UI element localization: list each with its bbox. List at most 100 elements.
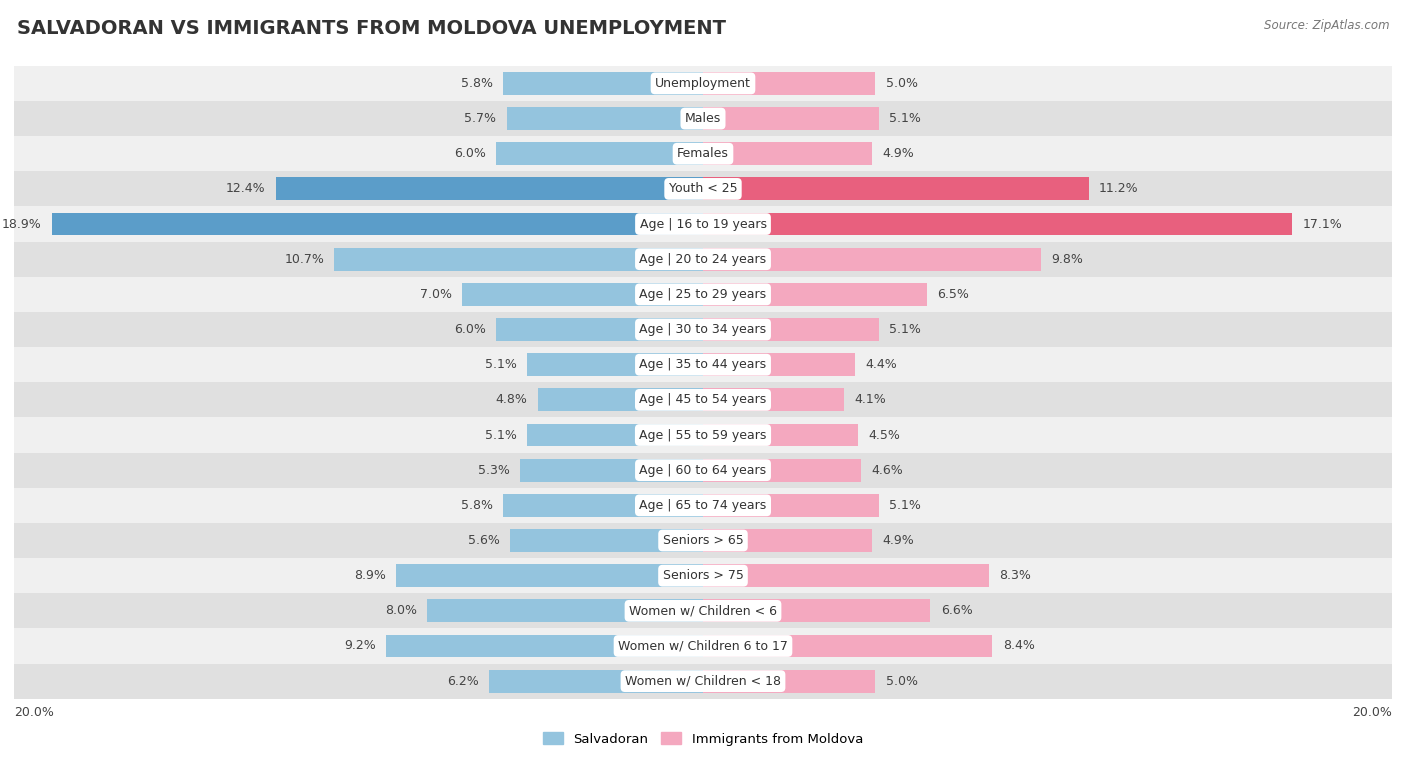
- Text: Seniors > 75: Seniors > 75: [662, 569, 744, 582]
- Bar: [527, 424, 703, 447]
- Bar: [14, 453, 1392, 488]
- Text: Age | 25 to 29 years: Age | 25 to 29 years: [640, 288, 766, 301]
- Text: 4.9%: 4.9%: [882, 148, 914, 160]
- Text: 5.8%: 5.8%: [461, 499, 494, 512]
- Text: Age | 16 to 19 years: Age | 16 to 19 years: [640, 217, 766, 231]
- Text: Age | 30 to 34 years: Age | 30 to 34 years: [640, 323, 766, 336]
- Bar: [14, 417, 1392, 453]
- Text: 5.7%: 5.7%: [464, 112, 496, 125]
- Bar: [14, 558, 1392, 593]
- Text: 5.0%: 5.0%: [886, 674, 918, 687]
- Bar: [489, 670, 703, 693]
- Text: 4.8%: 4.8%: [495, 394, 527, 407]
- Text: 5.1%: 5.1%: [889, 323, 921, 336]
- Bar: [276, 177, 703, 201]
- Bar: [14, 101, 1392, 136]
- Bar: [703, 107, 879, 130]
- Text: Age | 45 to 54 years: Age | 45 to 54 years: [640, 394, 766, 407]
- Bar: [703, 634, 993, 657]
- Text: 4.4%: 4.4%: [865, 358, 897, 371]
- Bar: [14, 207, 1392, 241]
- Text: 9.8%: 9.8%: [1050, 253, 1083, 266]
- Text: 20.0%: 20.0%: [1353, 706, 1392, 719]
- Text: 5.1%: 5.1%: [889, 499, 921, 512]
- Text: Source: ZipAtlas.com: Source: ZipAtlas.com: [1264, 19, 1389, 32]
- Text: Females: Females: [678, 148, 728, 160]
- Bar: [14, 136, 1392, 171]
- Bar: [703, 388, 844, 411]
- Text: Women w/ Children < 6: Women w/ Children < 6: [628, 604, 778, 617]
- Legend: Salvadoran, Immigrants from Moldova: Salvadoran, Immigrants from Moldova: [543, 732, 863, 746]
- Bar: [496, 318, 703, 341]
- Bar: [14, 628, 1392, 664]
- Text: 18.9%: 18.9%: [1, 217, 42, 231]
- Bar: [335, 248, 703, 271]
- Bar: [52, 213, 703, 235]
- Text: 6.6%: 6.6%: [941, 604, 973, 617]
- Bar: [703, 248, 1040, 271]
- Text: 7.0%: 7.0%: [419, 288, 451, 301]
- Text: 5.1%: 5.1%: [889, 112, 921, 125]
- Bar: [427, 600, 703, 622]
- Text: 10.7%: 10.7%: [284, 253, 323, 266]
- Text: 20.0%: 20.0%: [14, 706, 53, 719]
- Bar: [14, 171, 1392, 207]
- Bar: [703, 494, 879, 517]
- Bar: [387, 634, 703, 657]
- Text: Women w/ Children 6 to 17: Women w/ Children 6 to 17: [619, 640, 787, 653]
- Bar: [510, 529, 703, 552]
- Bar: [503, 72, 703, 95]
- Text: 5.1%: 5.1%: [485, 358, 517, 371]
- Bar: [14, 593, 1392, 628]
- Text: 6.5%: 6.5%: [938, 288, 969, 301]
- Text: 5.1%: 5.1%: [485, 428, 517, 441]
- Text: Age | 55 to 59 years: Age | 55 to 59 years: [640, 428, 766, 441]
- Text: 17.1%: 17.1%: [1302, 217, 1343, 231]
- Bar: [14, 66, 1392, 101]
- Text: Women w/ Children < 18: Women w/ Children < 18: [626, 674, 780, 687]
- Bar: [703, 424, 858, 447]
- Bar: [703, 213, 1292, 235]
- Text: 5.0%: 5.0%: [886, 77, 918, 90]
- Text: Males: Males: [685, 112, 721, 125]
- Text: Age | 60 to 64 years: Age | 60 to 64 years: [640, 464, 766, 477]
- Text: 5.8%: 5.8%: [461, 77, 494, 90]
- Text: SALVADORAN VS IMMIGRANTS FROM MOLDOVA UNEMPLOYMENT: SALVADORAN VS IMMIGRANTS FROM MOLDOVA UN…: [17, 19, 725, 38]
- Text: 4.9%: 4.9%: [882, 534, 914, 547]
- Text: 6.2%: 6.2%: [447, 674, 479, 687]
- Text: 8.9%: 8.9%: [354, 569, 387, 582]
- Text: Unemployment: Unemployment: [655, 77, 751, 90]
- Text: 11.2%: 11.2%: [1099, 182, 1139, 195]
- Text: Youth < 25: Youth < 25: [669, 182, 737, 195]
- Bar: [527, 354, 703, 376]
- Bar: [461, 283, 703, 306]
- Text: Age | 35 to 44 years: Age | 35 to 44 years: [640, 358, 766, 371]
- Bar: [506, 107, 703, 130]
- Bar: [396, 564, 703, 587]
- Bar: [703, 354, 855, 376]
- Bar: [520, 459, 703, 481]
- Bar: [703, 318, 879, 341]
- Text: 4.5%: 4.5%: [869, 428, 900, 441]
- Bar: [14, 241, 1392, 277]
- Bar: [14, 382, 1392, 417]
- Text: 5.3%: 5.3%: [478, 464, 510, 477]
- Bar: [14, 523, 1392, 558]
- Bar: [537, 388, 703, 411]
- Bar: [14, 277, 1392, 312]
- Text: 12.4%: 12.4%: [226, 182, 266, 195]
- Bar: [503, 494, 703, 517]
- Text: Seniors > 65: Seniors > 65: [662, 534, 744, 547]
- Text: 6.0%: 6.0%: [454, 148, 486, 160]
- Bar: [703, 529, 872, 552]
- Bar: [703, 177, 1088, 201]
- Bar: [703, 600, 931, 622]
- Bar: [703, 142, 872, 165]
- Bar: [14, 488, 1392, 523]
- Bar: [14, 664, 1392, 699]
- Bar: [14, 312, 1392, 347]
- Bar: [703, 564, 988, 587]
- Text: 8.4%: 8.4%: [1002, 640, 1035, 653]
- Text: Age | 20 to 24 years: Age | 20 to 24 years: [640, 253, 766, 266]
- Text: 8.0%: 8.0%: [385, 604, 418, 617]
